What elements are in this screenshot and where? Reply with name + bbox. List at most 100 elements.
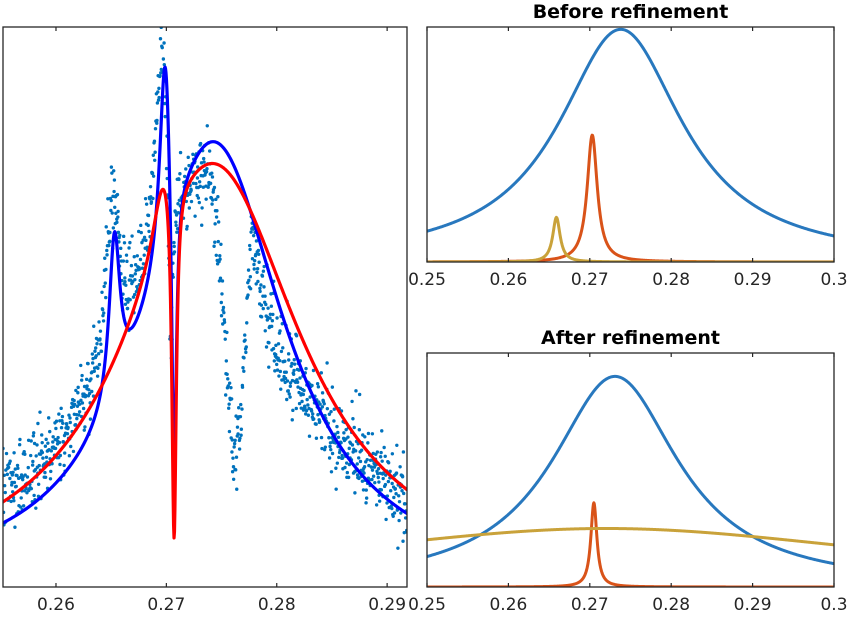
data-point [278, 369, 283, 374]
data-point [299, 406, 303, 410]
data-point [197, 180, 202, 184]
data-point [240, 385, 245, 389]
data-point [31, 459, 35, 464]
before-refinement-title: Before refinement [533, 1, 729, 23]
data-point [329, 447, 333, 452]
data-point [125, 306, 130, 311]
data-point [237, 406, 241, 410]
data-point [382, 445, 386, 450]
data-point [130, 234, 134, 238]
data-point [374, 503, 379, 507]
data-point [126, 300, 130, 304]
data-point [160, 45, 164, 50]
data-point [142, 235, 147, 239]
data-point [242, 356, 246, 360]
data-point [238, 414, 243, 419]
data-point [236, 432, 240, 436]
data-point [266, 306, 270, 310]
data-point [76, 391, 80, 395]
data-point [355, 462, 359, 466]
data-point [247, 243, 252, 248]
data-point [267, 341, 271, 345]
data-point [252, 258, 257, 263]
data-point [357, 392, 362, 397]
data-point [249, 230, 253, 234]
data-point [353, 491, 357, 495]
data-point [77, 410, 82, 414]
data-point [12, 480, 17, 485]
data-point [187, 206, 192, 210]
data-point [292, 358, 296, 362]
data-point [300, 399, 304, 404]
data-point [305, 397, 309, 402]
data-point [61, 440, 66, 444]
data-point [123, 276, 127, 280]
data-point [285, 397, 289, 402]
data-point [376, 475, 380, 480]
data-point [92, 369, 97, 373]
data-point [131, 279, 135, 284]
data-point [378, 455, 383, 459]
data-point [198, 141, 203, 146]
data-point [220, 292, 224, 296]
data-point [37, 463, 41, 468]
data-point [162, 41, 166, 45]
x-tick-label: 0.28 [258, 595, 296, 615]
data-point [191, 152, 195, 157]
data-point [286, 352, 291, 356]
data-point [376, 467, 381, 471]
data-point [93, 346, 98, 350]
data-point [110, 171, 114, 175]
data-point [219, 242, 223, 246]
data-point [172, 250, 177, 254]
data-point [386, 479, 391, 484]
data-point [402, 491, 406, 496]
data-point [227, 381, 232, 385]
data-point [257, 260, 261, 264]
data-point [68, 416, 72, 420]
data-point [267, 365, 271, 369]
data-point [92, 324, 96, 328]
data-point [58, 462, 62, 467]
data-point [67, 453, 72, 458]
data-point [111, 226, 116, 230]
data-point [12, 451, 16, 455]
data-point [230, 450, 234, 454]
x-tick-label: 0.3 [820, 270, 847, 290]
data-point [403, 516, 407, 520]
data-point [318, 402, 322, 406]
data-point [332, 419, 336, 423]
data-point [61, 421, 65, 425]
x-tick-label: 0.29 [734, 270, 772, 290]
data-point [390, 452, 395, 456]
data-point [138, 267, 142, 271]
data-point [88, 417, 93, 421]
data-point [82, 428, 86, 432]
data-point [370, 477, 374, 482]
data-point [291, 372, 296, 376]
data-point [364, 501, 368, 505]
data-point [191, 181, 196, 185]
data-point [235, 425, 240, 429]
data-point [384, 517, 388, 522]
data-point [375, 450, 380, 454]
data-point [6, 465, 11, 470]
data-point [186, 155, 190, 160]
data-point [327, 456, 332, 460]
data-point [257, 252, 261, 256]
data-point [286, 389, 290, 393]
data-point [51, 440, 55, 444]
data-point [344, 427, 348, 432]
data-point [354, 389, 358, 393]
data-point [46, 441, 50, 445]
data-point [259, 283, 263, 287]
data-point [3, 490, 7, 495]
data-point [336, 435, 341, 439]
data-point [128, 298, 132, 302]
data-point [269, 304, 274, 308]
after-refinement-x-axis: 0.25 0.26 0.27 0.28 0.29 0.3 [408, 353, 848, 615]
data-point [264, 302, 268, 307]
data-point [218, 254, 222, 258]
data-point [87, 388, 91, 392]
data-point [178, 150, 183, 155]
